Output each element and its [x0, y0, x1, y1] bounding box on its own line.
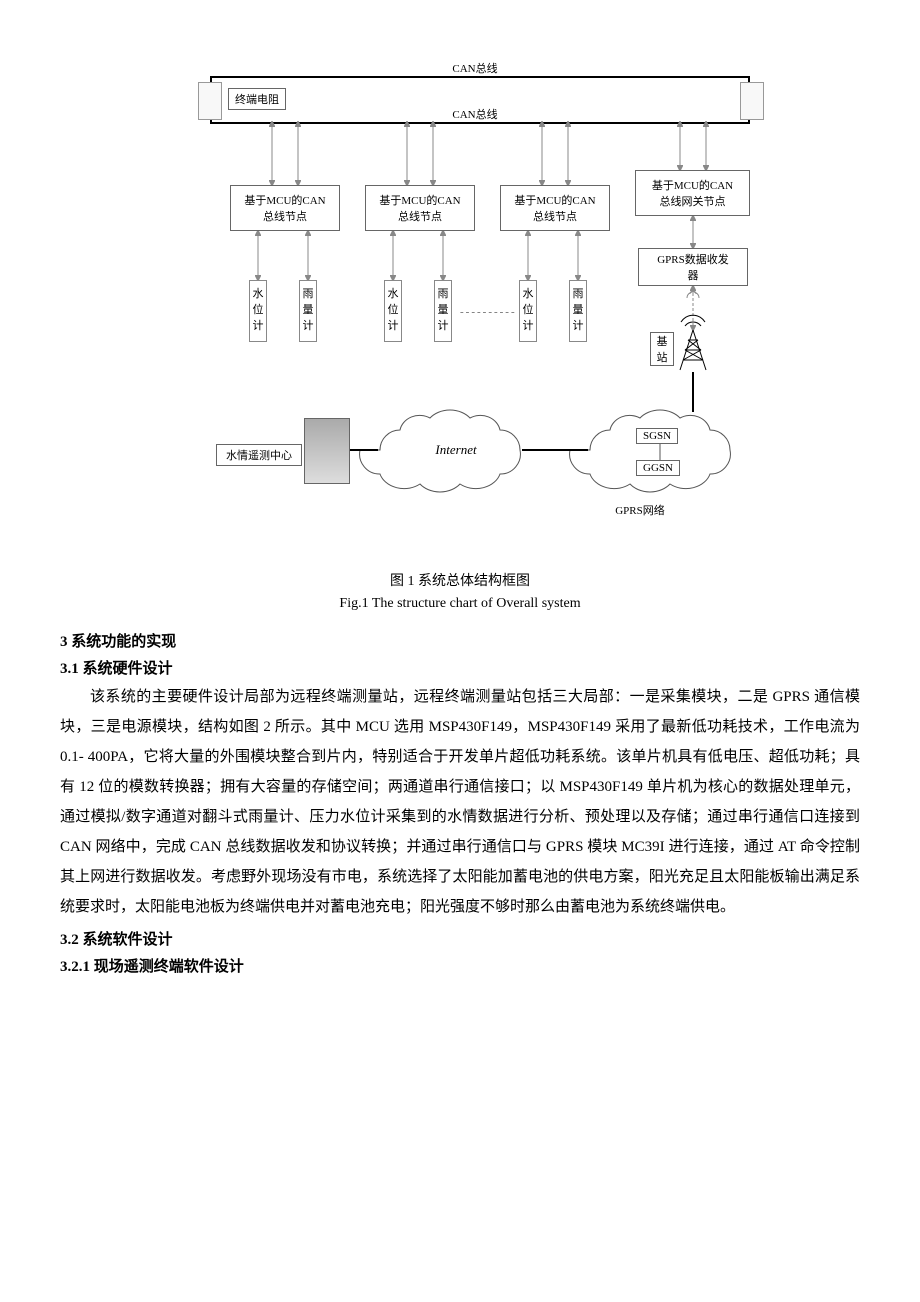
rain-sensor-3: 雨量计 [569, 280, 587, 342]
can-node-1: 基于MCU的CAN 总线节点 [230, 185, 340, 231]
ellipsis-dashes: ---------- [460, 306, 517, 318]
section-3-heading: 3 系统功能的实现 [60, 630, 860, 651]
can-gateway-node: 基于MCU的CAN 总线网关节点 [635, 170, 750, 216]
system-structure-diagram: CAN总线 CAN总线 终端电阻 [140, 60, 780, 560]
gprs-cloud-path [570, 410, 731, 492]
pc-icon [304, 418, 350, 484]
sgsn-box: SGSN [636, 428, 678, 444]
section-3-2-1-heading: 3.2.1 现场遥测终端软件设计 [60, 955, 860, 976]
can-node-2: 基于MCU的CAN 总线节点 [365, 185, 475, 231]
internet-label: Internet [426, 442, 486, 458]
can-node-3: 基于MCU的CAN 总线节点 [500, 185, 610, 231]
section-3-1-heading: 3.1 系统硬件设计 [60, 657, 860, 678]
section-3-2-heading: 3.2 系统软件设计 [60, 928, 860, 949]
water-sensor-2: 水位计 [384, 280, 402, 342]
water-sensor-3: 水位计 [519, 280, 537, 342]
water-sensor-1: 水位计 [249, 280, 267, 342]
gprs-network-label: GPRS网络 [600, 502, 680, 518]
section-3-1-body: 该系统的主要硬件设计局部为远程终端测量站，远程终端测量站包括三大局部：一是采集模… [60, 682, 860, 922]
rain-sensor-2: 雨量计 [434, 280, 452, 342]
figure-caption-cn: 图 1 系统总体结构框图 [60, 570, 860, 590]
figure-caption-en: Fig.1 The structure chart of Overall sys… [60, 596, 860, 612]
gprs-transceiver: GPRS数据收发 器 [638, 248, 748, 286]
control-center-label: 水情遥测中心 [216, 444, 302, 466]
base-station-label: 基站 [650, 332, 674, 366]
ggsn-box: GGSN [636, 460, 680, 476]
rain-sensor-1: 雨量计 [299, 280, 317, 342]
